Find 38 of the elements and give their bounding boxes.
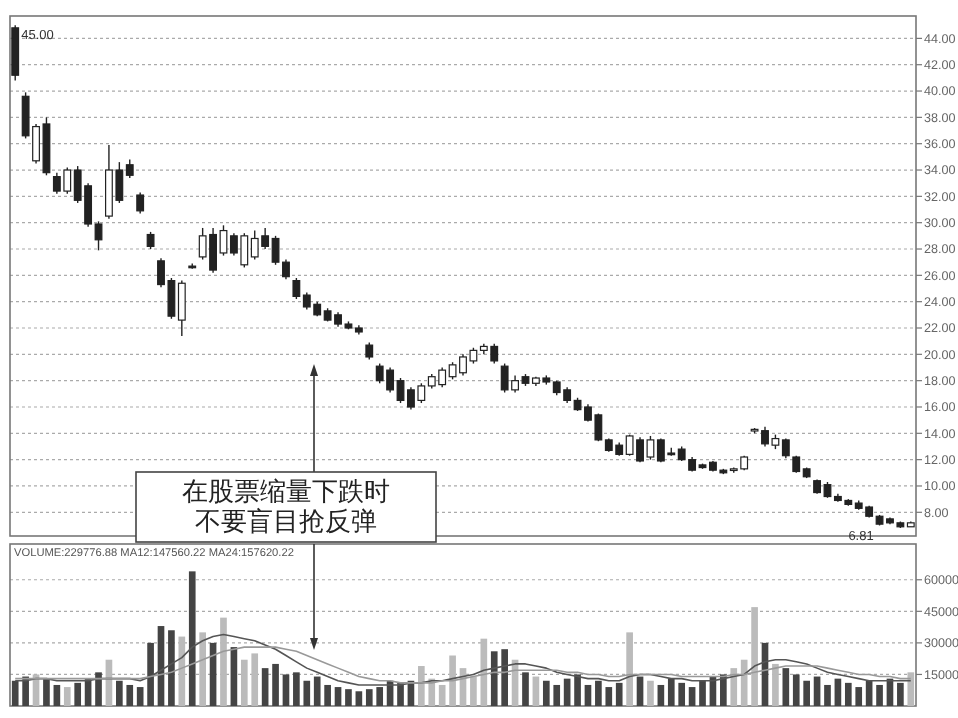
- bar: [345, 689, 352, 706]
- line-series: [14, 633, 912, 686]
- bar: [626, 632, 633, 706]
- line-series: [14, 646, 912, 684]
- annotation: 不要盲目抢反弹: [195, 506, 377, 536]
- bar: [168, 630, 175, 706]
- bar: [647, 680, 654, 706]
- bar: [188, 571, 196, 706]
- bar: [334, 687, 342, 706]
- bar: [220, 617, 227, 706]
- bar: [178, 636, 186, 706]
- bar: [95, 672, 102, 706]
- bar: [824, 684, 831, 706]
- bar: [782, 668, 790, 706]
- bar: [282, 674, 290, 706]
- bar: [657, 684, 665, 706]
- bar: [272, 663, 279, 706]
- bar: [907, 672, 915, 706]
- bar: [772, 663, 779, 706]
- bar: [63, 687, 71, 706]
- bar: [730, 668, 738, 706]
- bar: [199, 632, 206, 706]
- bar: [615, 682, 623, 706]
- bar: [584, 684, 592, 706]
- bar: [522, 672, 529, 706]
- bar: [897, 682, 904, 706]
- bar: [720, 674, 727, 706]
- bar: [43, 678, 50, 706]
- bar: [53, 684, 61, 706]
- bar: [355, 691, 363, 706]
- bar: [397, 682, 404, 706]
- bar: [688, 687, 696, 706]
- bar: [261, 668, 269, 706]
- annotation: 在股票缩量下跌时: [182, 476, 390, 506]
- bar: [574, 674, 581, 706]
- bar: [876, 684, 883, 706]
- bar: [699, 680, 706, 706]
- bar: [74, 682, 82, 706]
